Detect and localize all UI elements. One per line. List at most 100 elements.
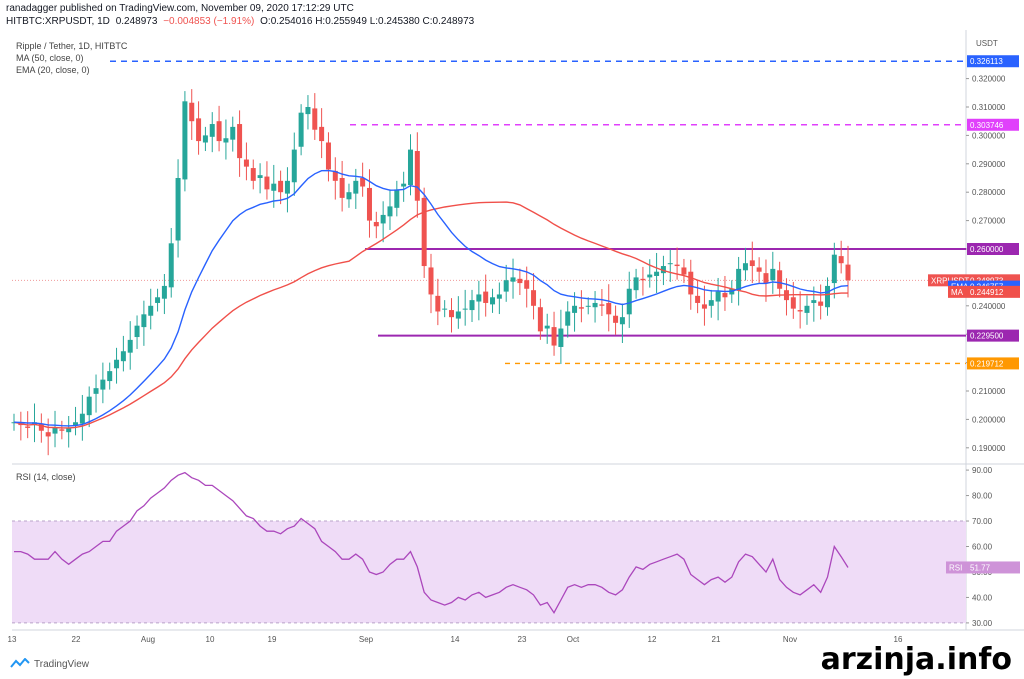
candle-body [428, 267, 434, 295]
candle-body [134, 325, 140, 338]
candle-body [531, 290, 537, 306]
candle-body [654, 271, 660, 276]
chart-title[interactable]: Ripple / Tether, 1D, HITBTC [16, 41, 128, 51]
level-tag-label: 0.229500 [970, 332, 1004, 341]
price-tick-label: 0.300000 [972, 131, 1006, 140]
candle-body [824, 285, 830, 308]
publish-line: ranadagger published on TradingView.com,… [6, 3, 354, 14]
candle-body [442, 308, 448, 310]
candle-body [537, 307, 543, 332]
level-tag-label: 0.219712 [970, 359, 1004, 368]
price-tick-label: 0.240000 [972, 302, 1006, 311]
candle-body [483, 291, 489, 303]
candle-body [742, 263, 748, 271]
candle-body [818, 301, 824, 306]
rsi-tick-label: 90.00 [972, 466, 993, 475]
price-tick-label: 0.190000 [972, 444, 1006, 453]
candle-body [749, 260, 755, 267]
candle-body [660, 266, 666, 274]
footer: TradingView [10, 658, 89, 670]
candle-body [161, 285, 167, 299]
time-tick-label: 23 [518, 635, 527, 644]
candle-body [59, 429, 65, 431]
candle-body [551, 327, 557, 346]
candle-body [626, 288, 632, 315]
candle-body [578, 307, 584, 309]
time-tick-label: 16 [894, 635, 903, 644]
candle-body [73, 422, 79, 426]
time-tick-label: 13 [8, 635, 17, 644]
candle-body [394, 189, 400, 208]
candle-body [196, 118, 202, 142]
candle-body [503, 280, 509, 292]
level-tag-label: 0.303746 [970, 121, 1004, 130]
candle-body [681, 267, 687, 275]
value-tag-name: MA [951, 288, 964, 297]
candle-body [722, 293, 728, 298]
candle-body [209, 124, 215, 137]
candle-body [325, 142, 331, 170]
rsi-tick-label: 30.00 [972, 619, 993, 628]
candle-body [736, 268, 742, 291]
level-tag-label: 0.326113 [970, 57, 1003, 66]
candle-body [373, 222, 379, 227]
time-tick-label: Sep [359, 635, 374, 644]
candle-body [565, 311, 571, 326]
ma-legend[interactable]: MA (50, close, 0) [16, 53, 84, 63]
candle-body [79, 413, 85, 424]
candle-body [148, 305, 154, 316]
candle-body [271, 183, 277, 191]
ema-legend[interactable]: EMA (20, close, 0) [16, 65, 90, 75]
candle-body [387, 206, 393, 217]
rsi-tick-label: 80.00 [972, 492, 993, 501]
candle-body [291, 149, 297, 183]
candle-body [155, 297, 161, 303]
candle-body [414, 151, 420, 201]
rsi-tick-label: 70.00 [972, 517, 993, 526]
candle-body [114, 359, 120, 369]
candle-body [264, 176, 270, 190]
candle-body [640, 278, 646, 281]
price-tick-label: 0.200000 [972, 415, 1006, 424]
candle-body [811, 300, 817, 303]
price-tick-label: 0.310000 [972, 103, 1006, 112]
chart-header: ranadagger published on TradingView.com,… [6, 2, 477, 28]
candle-body [558, 328, 564, 347]
price-tick-label: 0.290000 [972, 160, 1006, 169]
candle-body [107, 371, 113, 382]
candle-body [250, 168, 256, 181]
ema-line [13, 169, 849, 427]
rsi-tag-value: 51.77 [970, 563, 991, 572]
candle-body [339, 178, 345, 198]
rsi-band [12, 521, 966, 623]
value-tag-value: 0.244912 [970, 288, 1004, 297]
candle-body [421, 197, 427, 267]
candle-body [38, 423, 44, 431]
level-tag [967, 357, 1019, 370]
candle-body [490, 297, 496, 305]
candle-body [695, 295, 701, 303]
candle-body [230, 126, 236, 140]
candle-body [674, 264, 680, 267]
candle-body [45, 432, 51, 437]
candle-body [66, 427, 72, 433]
candle-body [838, 256, 844, 264]
price-change: −0.004853 (−1.91%) [163, 16, 255, 27]
rsi-legend[interactable]: RSI (14, close) [16, 472, 76, 482]
candle-body [305, 107, 311, 115]
footer-brand[interactable]: TradingView [34, 658, 90, 670]
time-tick-label: 21 [712, 635, 721, 644]
time-tick-label: Nov [783, 635, 797, 644]
candle-body [360, 178, 366, 187]
level-tag-label: 0.260000 [970, 245, 1004, 254]
candle-body [619, 317, 625, 325]
candle-body [346, 192, 352, 200]
axis-unit-label: USDT [976, 39, 998, 48]
ohlc-values: O:0.254016 H:0.255949 L:0.245380 C:0.248… [260, 16, 475, 27]
candle-body [544, 325, 550, 329]
rsi-tag-name: RSI [949, 563, 962, 572]
candle-body [592, 302, 598, 308]
candle-body [517, 278, 523, 284]
candle-body [647, 274, 653, 278]
